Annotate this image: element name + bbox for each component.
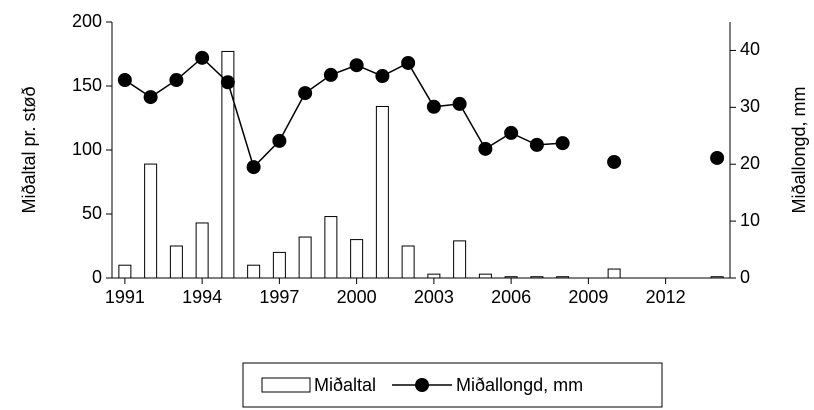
- bar: [710, 276, 724, 279]
- bar: [350, 239, 364, 279]
- y2-axis-label: Miðallongd, mm: [789, 86, 809, 213]
- marker: [117, 73, 132, 88]
- x-tick-label: 2000: [337, 287, 377, 307]
- x-tick-label: 2006: [491, 287, 531, 307]
- marker: [220, 75, 235, 90]
- y-tick-label: 100: [72, 139, 102, 159]
- y2-tick-label: 20: [740, 153, 760, 173]
- marker: [607, 154, 622, 169]
- y2-tick-label: 0: [740, 267, 750, 287]
- marker: [298, 86, 313, 101]
- marker: [195, 50, 210, 65]
- marker: [375, 69, 390, 84]
- marker: [529, 137, 544, 152]
- marker: [401, 55, 416, 70]
- bar: [607, 268, 621, 279]
- y2-tick-label: 10: [740, 210, 760, 230]
- bar: [144, 163, 158, 279]
- y-tick-label: 50: [82, 203, 102, 223]
- marker: [426, 99, 441, 114]
- line: [125, 58, 717, 167]
- bar: [453, 240, 467, 279]
- bar: [530, 276, 544, 279]
- marker: [710, 150, 725, 165]
- bar: [504, 276, 518, 279]
- bar: [375, 105, 389, 279]
- marker: [478, 141, 493, 156]
- marker: [555, 136, 570, 151]
- bar: [195, 222, 209, 279]
- marker: [349, 58, 364, 73]
- legend-marker: [415, 378, 430, 392]
- bar: [298, 236, 312, 279]
- marker: [169, 73, 184, 88]
- y2-tick-label: 40: [740, 39, 760, 59]
- bar: [324, 216, 338, 279]
- y-tick-label: 200: [72, 11, 102, 31]
- bar: [272, 251, 286, 279]
- x-tick-label: 2003: [414, 287, 454, 307]
- y-tick-label: 0: [92, 267, 102, 287]
- marker: [143, 90, 158, 105]
- marker: [504, 125, 519, 140]
- bar: [478, 273, 492, 279]
- marker: [272, 133, 287, 148]
- x-tick-label: 1997: [259, 287, 299, 307]
- bar: [401, 245, 415, 279]
- y-tick-label: 150: [72, 75, 102, 95]
- x-tick-label: 2009: [568, 287, 608, 307]
- legend-swatch: [261, 377, 311, 393]
- x-tick-label: 1994: [182, 287, 222, 307]
- marker: [452, 96, 467, 111]
- bar: [427, 273, 441, 279]
- y-axis-label: Miðaltal pr. støð: [19, 86, 39, 213]
- bar: [247, 264, 261, 279]
- legend-box: [242, 362, 663, 408]
- x-tick-label: 2012: [646, 287, 686, 307]
- legend-label: Miðallongd, mm: [456, 375, 583, 395]
- x-tick-label: 1991: [105, 287, 145, 307]
- bar: [118, 264, 132, 279]
- legend-label: Miðaltal: [314, 375, 376, 395]
- marker: [246, 160, 261, 175]
- bar: [169, 245, 183, 279]
- bar: [221, 50, 235, 279]
- bar: [556, 276, 570, 279]
- y2-tick-label: 30: [740, 96, 760, 116]
- marker: [323, 67, 338, 82]
